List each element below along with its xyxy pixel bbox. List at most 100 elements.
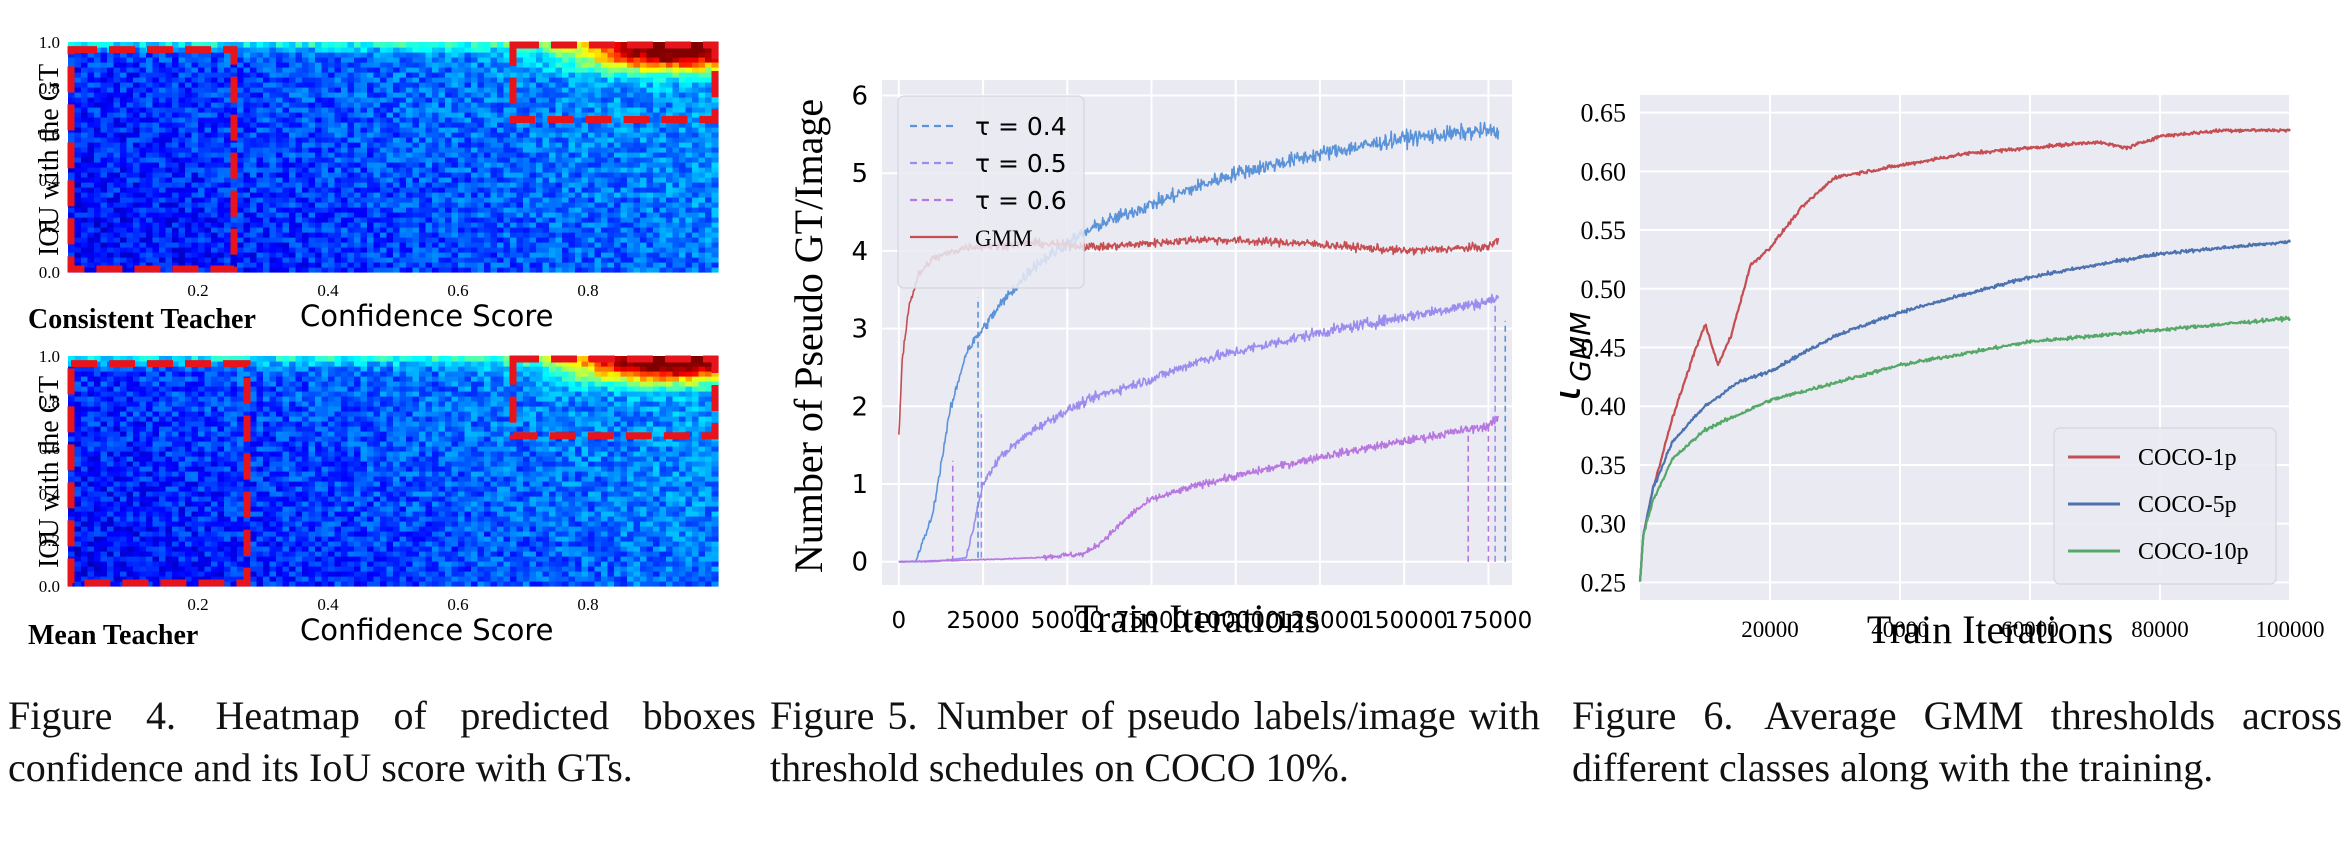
heatmap-cell bbox=[698, 162, 706, 168]
heatmap-cell bbox=[458, 247, 466, 253]
heatmap-cell bbox=[282, 237, 290, 243]
heatmap-cell bbox=[471, 212, 479, 218]
heatmap-cell bbox=[81, 376, 89, 382]
heatmap-cell bbox=[347, 187, 355, 193]
heatmap-cell bbox=[399, 177, 407, 183]
heatmap-cell bbox=[126, 167, 134, 173]
heatmap-cell bbox=[705, 132, 713, 138]
heatmap-cell bbox=[614, 237, 622, 243]
heatmap-cell bbox=[685, 47, 693, 53]
heatmap-ytick: 0.6 bbox=[39, 125, 60, 144]
heatmap-cell bbox=[562, 122, 570, 128]
heatmap-cell bbox=[146, 62, 154, 68]
heatmap-cell bbox=[581, 52, 589, 58]
heatmap-cell bbox=[497, 207, 505, 213]
heatmap-cell bbox=[341, 67, 349, 73]
heatmap-cell bbox=[360, 92, 368, 98]
heatmap-cell bbox=[211, 77, 219, 83]
heatmap-cell bbox=[74, 576, 82, 582]
heatmap-cell bbox=[165, 192, 173, 198]
heatmap-cell bbox=[74, 127, 82, 133]
heatmap-cell bbox=[360, 152, 368, 158]
heatmap-cell bbox=[256, 117, 264, 123]
heatmap-cell bbox=[542, 47, 550, 53]
heatmap-cell bbox=[139, 172, 147, 178]
heatmap-cell bbox=[146, 52, 154, 58]
heatmap-cell bbox=[438, 247, 446, 253]
heatmap-cell bbox=[185, 162, 193, 168]
heatmap-cell bbox=[484, 227, 492, 233]
heatmap-cell bbox=[458, 97, 466, 103]
heatmap-cell bbox=[237, 192, 245, 198]
heatmap-cell bbox=[107, 192, 115, 198]
heatmap-cell bbox=[685, 107, 693, 113]
heatmap-cell bbox=[191, 42, 199, 48]
heatmap-cell bbox=[204, 57, 212, 63]
heatmap-cell bbox=[523, 227, 531, 233]
heatmap-cell bbox=[575, 52, 583, 58]
heatmap-cell bbox=[510, 267, 518, 273]
heatmap-cell bbox=[419, 192, 427, 198]
heatmap-cell bbox=[328, 222, 336, 228]
heatmap-cell bbox=[666, 262, 674, 268]
heatmap-cell bbox=[211, 152, 219, 158]
heatmap-cell bbox=[698, 252, 706, 258]
heatmap-cell bbox=[549, 102, 557, 108]
heatmap-cell bbox=[289, 127, 297, 133]
heatmap-cell bbox=[594, 107, 602, 113]
heatmap-cell bbox=[471, 237, 479, 243]
heatmap-cell bbox=[172, 212, 180, 218]
heatmap-cell bbox=[497, 182, 505, 188]
heatmap-cell bbox=[315, 42, 323, 48]
heatmap-cell bbox=[607, 217, 615, 223]
heatmap-cell bbox=[328, 242, 336, 248]
heatmap-cell bbox=[542, 237, 550, 243]
heatmap-cell bbox=[373, 177, 381, 183]
heatmap-cell bbox=[334, 177, 342, 183]
heatmap-cell bbox=[204, 247, 212, 253]
heatmap-cell bbox=[133, 202, 141, 208]
heatmap-cell bbox=[341, 52, 349, 58]
heatmap-cell bbox=[81, 122, 89, 128]
heatmap-cell bbox=[679, 192, 687, 198]
heatmap-cell bbox=[334, 237, 342, 243]
heatmap-cell bbox=[542, 242, 550, 248]
heatmap-cell bbox=[614, 212, 622, 218]
heatmap-cell bbox=[100, 536, 108, 542]
heatmap-cell bbox=[373, 142, 381, 148]
heatmap-cell bbox=[198, 42, 206, 48]
heatmap-cell bbox=[172, 87, 180, 93]
heatmap-cell bbox=[289, 107, 297, 113]
heatmap-cell bbox=[302, 182, 310, 188]
heatmap-cell bbox=[347, 92, 355, 98]
heatmap-cell bbox=[633, 112, 641, 118]
heatmap-cell bbox=[146, 152, 154, 158]
heatmap-cell bbox=[555, 112, 563, 118]
heatmap-cell bbox=[185, 242, 193, 248]
heatmap-cell bbox=[536, 57, 544, 63]
heatmap-cell bbox=[81, 192, 89, 198]
heatmap-cell bbox=[477, 247, 485, 253]
heatmap-cell bbox=[711, 162, 719, 168]
heatmap-cell bbox=[198, 57, 206, 63]
heatmap-cell bbox=[87, 62, 95, 68]
heatmap-cell bbox=[516, 222, 524, 228]
heatmap-cell bbox=[451, 252, 459, 258]
heatmap-cell bbox=[698, 197, 706, 203]
heatmap-cell bbox=[94, 117, 102, 123]
heatmap-cell bbox=[347, 72, 355, 78]
heatmap-cell bbox=[198, 112, 206, 118]
heatmap-cell bbox=[679, 237, 687, 243]
heatmap-cell bbox=[152, 52, 160, 58]
heatmap-cell bbox=[627, 97, 635, 103]
heatmap-cell bbox=[464, 177, 472, 183]
heatmap-cell bbox=[107, 72, 115, 78]
heatmap-cell bbox=[412, 232, 420, 238]
heatmap-cell bbox=[334, 117, 342, 123]
heatmap-cell bbox=[289, 152, 297, 158]
heatmap-cell bbox=[497, 62, 505, 68]
heatmap-cell bbox=[633, 107, 641, 113]
heatmap-cell bbox=[386, 62, 394, 68]
heatmap-cell bbox=[575, 152, 583, 158]
heatmap-cell bbox=[536, 157, 544, 163]
